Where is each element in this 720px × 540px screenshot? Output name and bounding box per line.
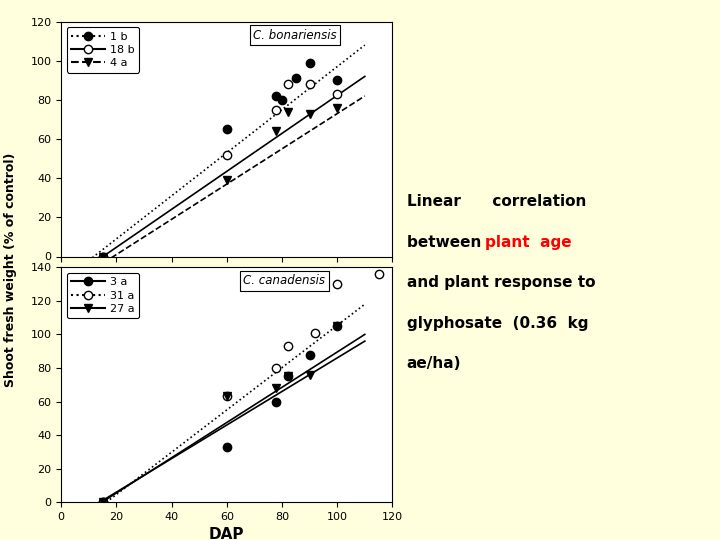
Text: plant  age: plant age bbox=[485, 235, 571, 250]
Text: Shoot fresh weight (% of control): Shoot fresh weight (% of control) bbox=[4, 153, 17, 387]
Legend: 3 a, 31 a, 27 a: 3 a, 31 a, 27 a bbox=[67, 273, 139, 319]
Text: between: between bbox=[407, 235, 492, 250]
X-axis label: DAP: DAP bbox=[209, 528, 245, 540]
Text: and plant response to: and plant response to bbox=[407, 275, 595, 291]
Text: C. bonariensis: C. bonariensis bbox=[253, 29, 337, 42]
Text: C. canadensis: C. canadensis bbox=[243, 274, 325, 287]
Legend: 1 b, 18 b, 4 a: 1 b, 18 b, 4 a bbox=[67, 27, 139, 73]
Text: Linear      correlation: Linear correlation bbox=[407, 194, 586, 210]
Text: ae/ha): ae/ha) bbox=[407, 356, 462, 372]
Text: glyphosate  (0.36  kg: glyphosate (0.36 kg bbox=[407, 316, 588, 331]
